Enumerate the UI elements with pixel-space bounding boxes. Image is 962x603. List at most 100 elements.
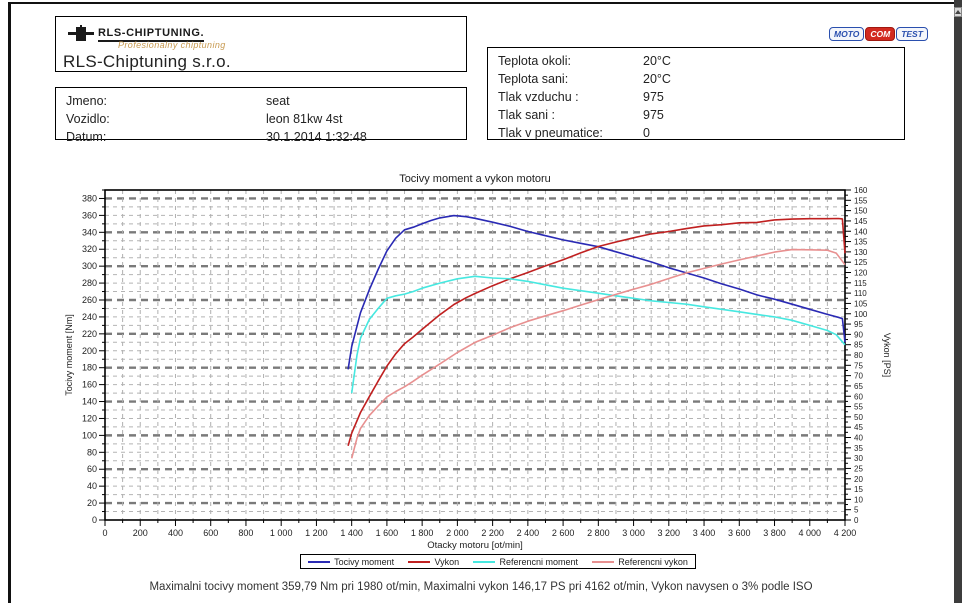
svg-text:1 000: 1 000	[270, 528, 293, 538]
svg-text:105: 105	[854, 299, 868, 308]
svg-text:Tocivy moment a vykon motoru: Tocivy moment a vykon motoru	[399, 173, 551, 185]
field-value: seat	[266, 94, 290, 108]
legend-label: Tocivy moment	[334, 556, 395, 567]
field-label: Vozidlo:	[66, 112, 110, 126]
ref-torque-line-swatch	[473, 560, 496, 563]
legend-item-torque: Tocivy moment	[308, 557, 394, 567]
svg-text:60: 60	[854, 392, 863, 401]
svg-text:120: 120	[854, 269, 868, 278]
svg-text:3 600: 3 600	[728, 528, 751, 538]
svg-text:400: 400	[168, 528, 183, 538]
window-border-left	[8, 2, 11, 603]
svg-text:125: 125	[854, 258, 868, 267]
svg-text:115: 115	[854, 279, 867, 288]
svg-text:240: 240	[82, 312, 97, 322]
svg-text:2 400: 2 400	[517, 528, 540, 538]
svg-text:20: 20	[854, 475, 863, 484]
field-label: Datum:	[66, 130, 107, 144]
svg-text:1 600: 1 600	[376, 528, 399, 538]
customer-row: Jmeno: seat	[66, 94, 456, 108]
condition-row: Teplota okoli: 20°C	[498, 54, 894, 68]
svg-text:155: 155	[854, 196, 868, 205]
svg-text:140: 140	[854, 227, 868, 236]
company-name: RLS-Chiptuning s.r.o.	[63, 52, 231, 71]
svg-text:90: 90	[854, 330, 863, 339]
legend-item-ref-torque: Referencni moment	[473, 557, 578, 567]
svg-text:320: 320	[82, 244, 97, 254]
field-label: Tlak vzduchu :	[498, 90, 579, 104]
svg-text:55: 55	[854, 403, 863, 412]
torque-line-swatch	[308, 560, 331, 563]
legend-label: Referencni vykon	[618, 556, 688, 567]
svg-text:360: 360	[82, 210, 97, 220]
svg-text:40: 40	[854, 434, 863, 443]
svg-text:110: 110	[854, 289, 867, 298]
condition-row: Teplota sani: 20°C	[498, 72, 894, 86]
svg-text:80: 80	[854, 351, 863, 360]
legend-item-ref-power: Referencni vykon	[592, 557, 688, 567]
field-value: 20°C	[643, 72, 671, 86]
svg-text:800: 800	[238, 528, 253, 538]
svg-text:1 400: 1 400	[340, 528, 363, 538]
field-label: Teplota sani:	[498, 72, 569, 86]
svg-text:100: 100	[854, 310, 868, 319]
svg-text:Vykon [PS]: Vykon [PS]	[882, 333, 892, 377]
svg-text:40: 40	[87, 481, 97, 491]
svg-text:5: 5	[854, 506, 859, 515]
condition-row: Tlak v pneumatice: 0	[498, 126, 894, 140]
svg-text:4 000: 4 000	[798, 528, 821, 538]
svg-text:80: 80	[87, 447, 97, 457]
legend-item-power: Vykon	[408, 557, 459, 567]
svg-text:2 000: 2 000	[446, 528, 469, 538]
svg-text:340: 340	[82, 227, 97, 237]
svg-text:135: 135	[854, 238, 868, 247]
ref-power-line-swatch	[592, 560, 615, 563]
svg-text:160: 160	[82, 380, 97, 390]
svg-text:145: 145	[854, 217, 868, 226]
power-line-swatch	[408, 560, 431, 563]
scroll-up-arrow-icon	[955, 10, 961, 14]
customer-row: Vozidlo: leon 81kw 4st	[66, 112, 456, 126]
svg-text:50: 50	[854, 413, 863, 422]
logo-box-underline	[55, 71, 467, 72]
window-border-top	[8, 2, 956, 4]
legend-label: Vykon	[434, 556, 460, 567]
svg-text:200: 200	[82, 346, 97, 356]
rls-logo: RLS-CHIPTUNING.	[68, 24, 205, 44]
motocomtest-logo-com: COM	[865, 27, 896, 41]
svg-text:75: 75	[854, 361, 863, 370]
rls-logo-icon	[68, 25, 94, 43]
rls-brand-tagline: Profesionalny chiptuning	[118, 40, 226, 50]
svg-text:10: 10	[854, 495, 863, 504]
svg-text:2 600: 2 600	[552, 528, 575, 538]
svg-text:3 200: 3 200	[658, 528, 681, 538]
svg-text:160: 160	[854, 186, 868, 195]
svg-text:3 800: 3 800	[763, 528, 786, 538]
motocomtest-logo-moto: MOTO	[829, 27, 865, 41]
svg-text:130: 130	[854, 248, 868, 257]
svg-text:30: 30	[854, 454, 863, 463]
customer-row: Datum: 30.1.2014 1:32:48	[66, 130, 456, 144]
svg-text:45: 45	[854, 423, 863, 432]
svg-text:2 800: 2 800	[587, 528, 610, 538]
svg-text:280: 280	[82, 278, 97, 288]
svg-text:15: 15	[854, 485, 863, 494]
motocomtest-logo: MOTO COM TEST	[829, 27, 928, 41]
field-value: 30.1.2014 1:32:48	[266, 130, 367, 144]
field-value: 0	[643, 126, 650, 140]
customer-info-box: Jmeno: seat Vozidlo: leon 81kw 4st Datum…	[55, 87, 467, 144]
field-label: Teplota okoli:	[498, 54, 571, 68]
svg-text:2 200: 2 200	[481, 528, 504, 538]
field-value: 975	[643, 108, 664, 122]
svg-text:3 000: 3 000	[622, 528, 645, 538]
svg-text:220: 220	[82, 329, 97, 339]
scrollbar-track[interactable]	[954, 0, 962, 603]
svg-text:0: 0	[854, 516, 859, 525]
svg-text:120: 120	[82, 413, 97, 423]
svg-text:85: 85	[854, 341, 863, 350]
field-label: Tlak v pneumatice:	[498, 126, 603, 140]
svg-text:0: 0	[102, 528, 107, 538]
field-value: leon 81kw 4st	[266, 112, 343, 126]
